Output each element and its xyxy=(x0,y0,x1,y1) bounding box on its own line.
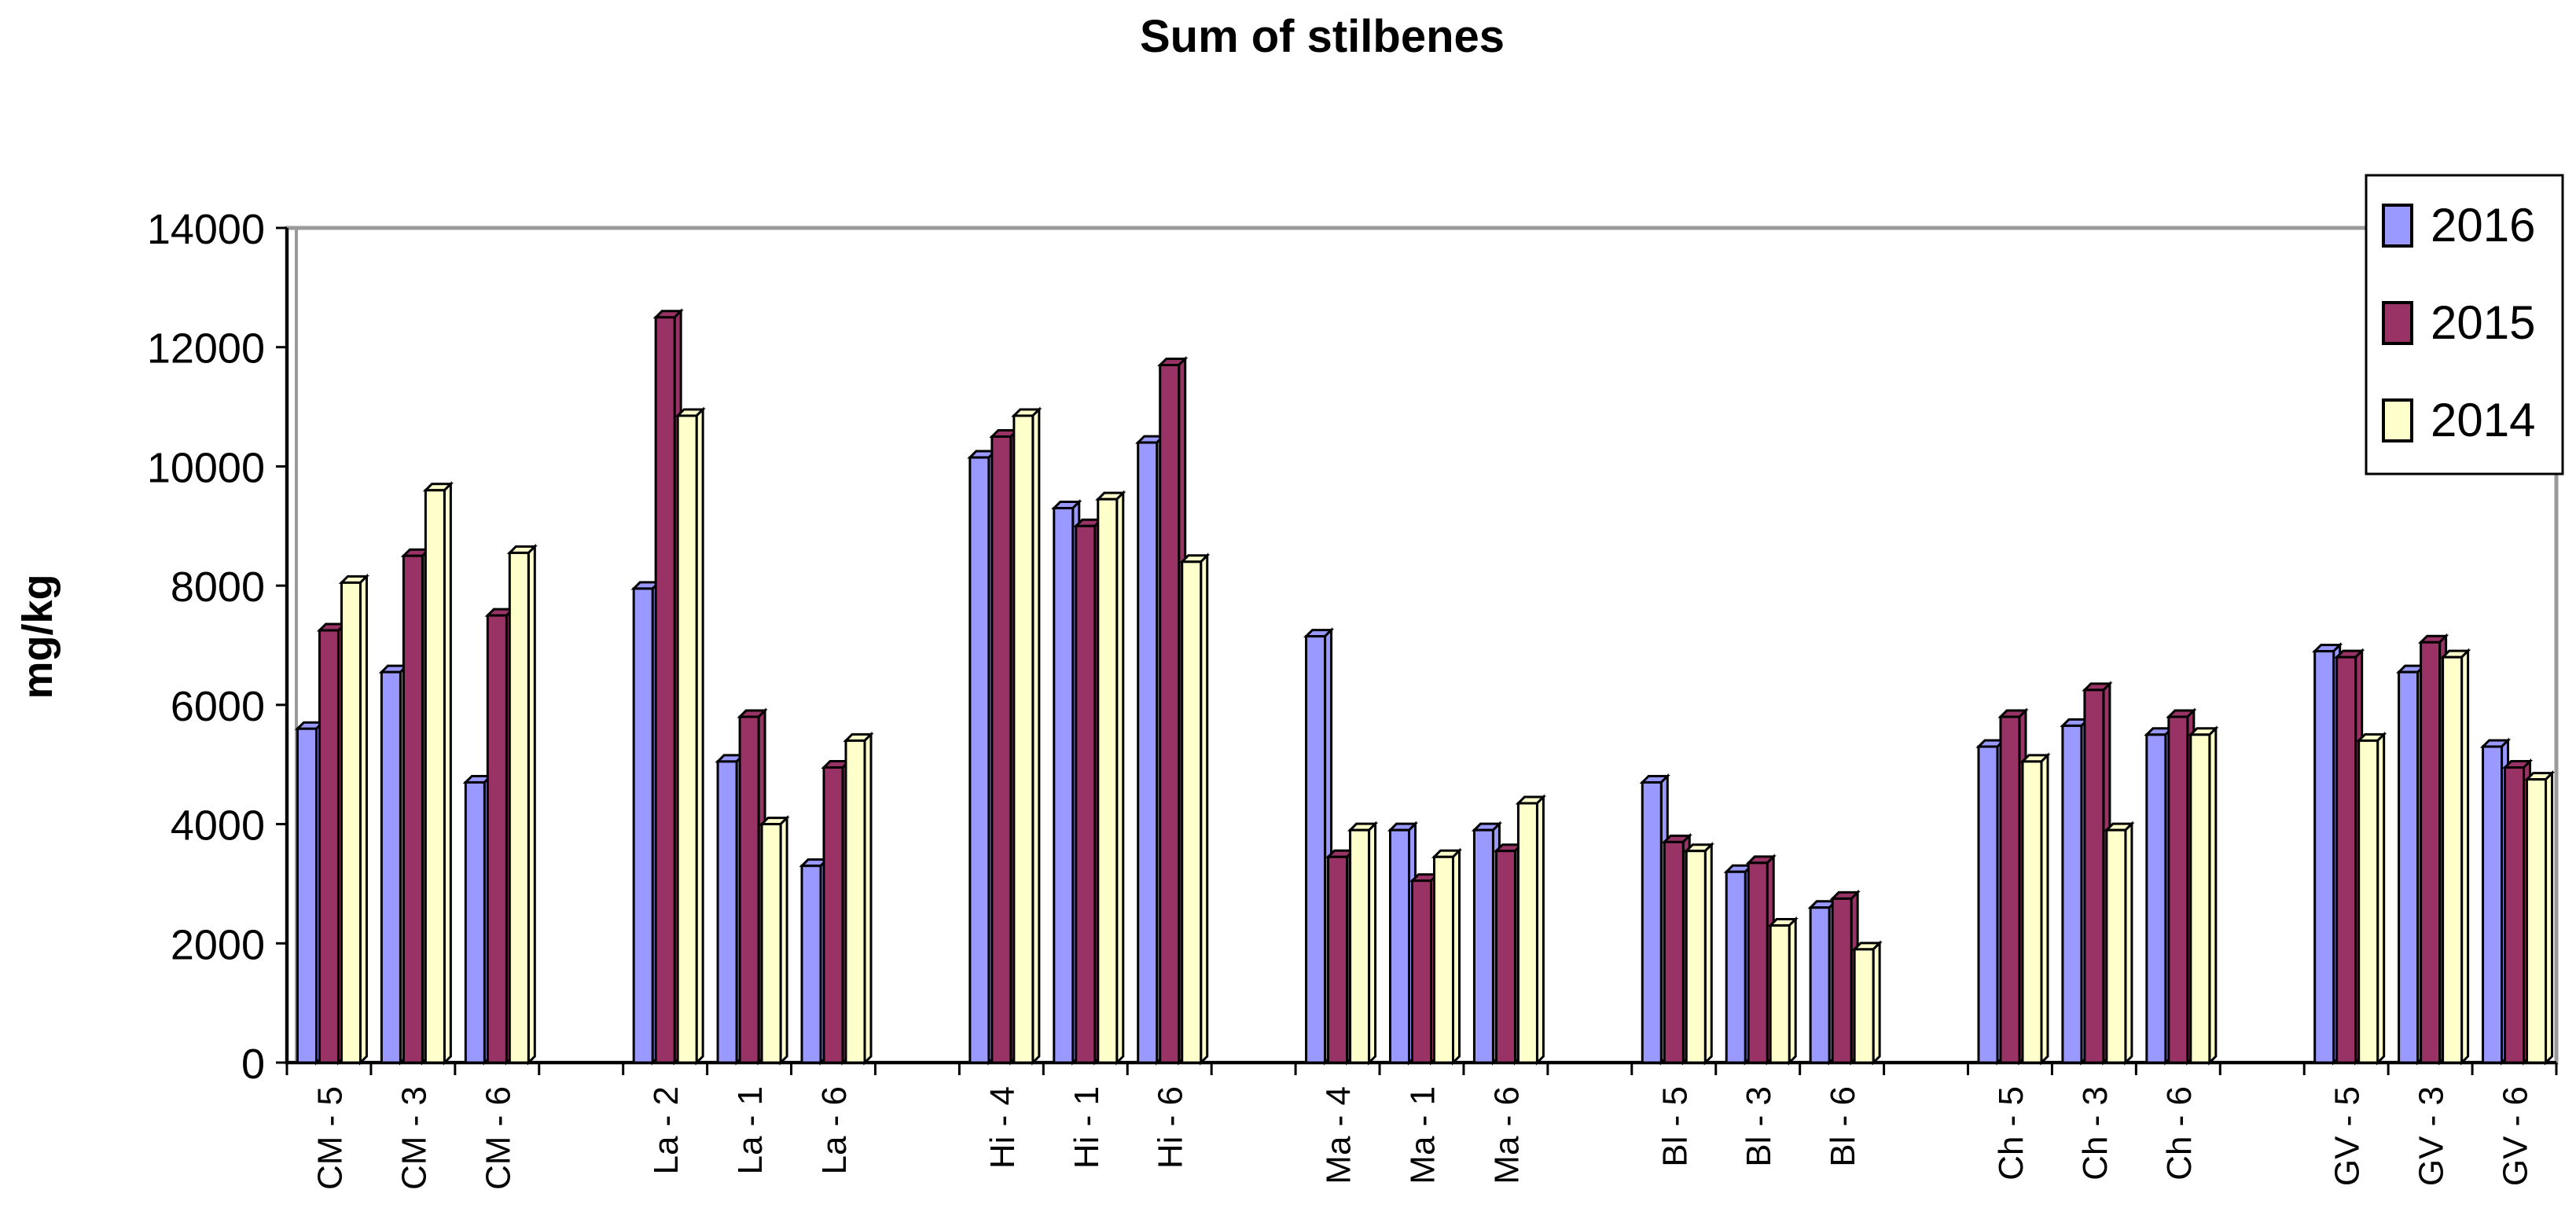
bar-2014 xyxy=(674,406,706,1066)
bar-2014 xyxy=(2356,731,2387,1066)
legend-label: 2016 xyxy=(2431,199,2535,252)
bar-2014 xyxy=(1767,916,1799,1066)
bar-2015 xyxy=(652,308,684,1066)
x-tick-labels: CM - 5 CM - 3 CM - 6 La - 2 La - 1 La - 6 Hi -… xyxy=(311,1086,2534,1190)
bar-2016 xyxy=(1387,821,1419,1066)
x-tick-label: Ma - 4 xyxy=(1320,1086,1358,1184)
bars xyxy=(294,308,2556,1066)
x-tick-label: La - 2 xyxy=(647,1086,685,1175)
x-tick-label: Hi - 4 xyxy=(983,1086,1022,1169)
y-tick-label: 10000 xyxy=(147,444,265,491)
x-tick-label: Ch - 6 xyxy=(2160,1086,2199,1180)
x-tick-label: CM - 3 xyxy=(395,1086,433,1190)
legend-swatch xyxy=(2382,398,2413,442)
y-tick-labels: 0 2000 4000 6000 8000 10000 12000 14000 xyxy=(147,206,265,1088)
y-tick-label: 8000 xyxy=(171,564,265,611)
x-tick-label: Bl - 6 xyxy=(1824,1086,1862,1167)
legend-label: 2014 xyxy=(2431,394,2535,446)
x-tick-label: La - 1 xyxy=(731,1086,770,1175)
bar-2014 xyxy=(1683,842,1714,1066)
bar-2014 xyxy=(1851,940,1883,1066)
bar-2014 xyxy=(1431,847,1463,1066)
y-tick-label: 14000 xyxy=(147,206,265,253)
x-tick-label: Ma - 1 xyxy=(1404,1086,1442,1184)
bar-2014 xyxy=(2439,648,2471,1066)
y-tick-label: 12000 xyxy=(147,325,265,373)
legend-label: 2015 xyxy=(2431,296,2535,349)
y-tick-label: 6000 xyxy=(171,683,265,730)
x-tick-label: Ma - 6 xyxy=(1487,1086,1526,1184)
bar-2014 xyxy=(2188,725,2219,1066)
bar-2014 xyxy=(1179,553,1211,1066)
bar-2014 xyxy=(2104,821,2135,1066)
bar-2014 xyxy=(422,481,454,1066)
legend-swatch xyxy=(2382,301,2413,345)
bar-2014 xyxy=(2019,752,2051,1066)
legend-swatch xyxy=(2382,204,2413,248)
x-tick-label: Ch - 3 xyxy=(2076,1086,2115,1180)
x-tick-label: GV - 5 xyxy=(2328,1086,2367,1186)
x-tick-label: Hi - 6 xyxy=(1152,1086,1190,1169)
bar-2014 xyxy=(2523,770,2556,1066)
chart-title: Sum of stilbenes xyxy=(1140,11,1505,62)
x-tick-label: GV - 3 xyxy=(2412,1086,2451,1186)
bar-2014 xyxy=(338,573,370,1066)
bar-2016 xyxy=(1051,498,1082,1066)
bar-2014 xyxy=(506,543,538,1066)
bar-2014 xyxy=(1095,490,1126,1066)
legend: 2016 2015 2014 xyxy=(2365,174,2564,475)
y-tick-label: 2000 xyxy=(171,921,265,968)
x-tick-label: Hi - 1 xyxy=(1068,1086,1106,1169)
y-tick-label: 4000 xyxy=(171,802,265,850)
bar-2014 xyxy=(759,814,790,1066)
x-tick-label: La - 6 xyxy=(815,1086,854,1175)
x-tick-label: Bl - 3 xyxy=(1740,1086,1778,1167)
y-tick-label: 0 xyxy=(241,1041,265,1088)
x-tick-label: Bl - 5 xyxy=(1655,1086,1694,1167)
bar-2014 xyxy=(1515,794,1547,1066)
x-tick-label: CM - 6 xyxy=(479,1086,517,1190)
x-tick-label: CM - 5 xyxy=(311,1086,349,1190)
bar-2014 xyxy=(1347,821,1379,1066)
bar-2014 xyxy=(1011,406,1042,1066)
bar-2014 xyxy=(843,731,874,1066)
x-tick-label: GV - 6 xyxy=(2497,1086,2535,1186)
x-tick-label: Ch - 5 xyxy=(1992,1086,2030,1180)
y-axis-label: mg/kg xyxy=(14,574,61,699)
